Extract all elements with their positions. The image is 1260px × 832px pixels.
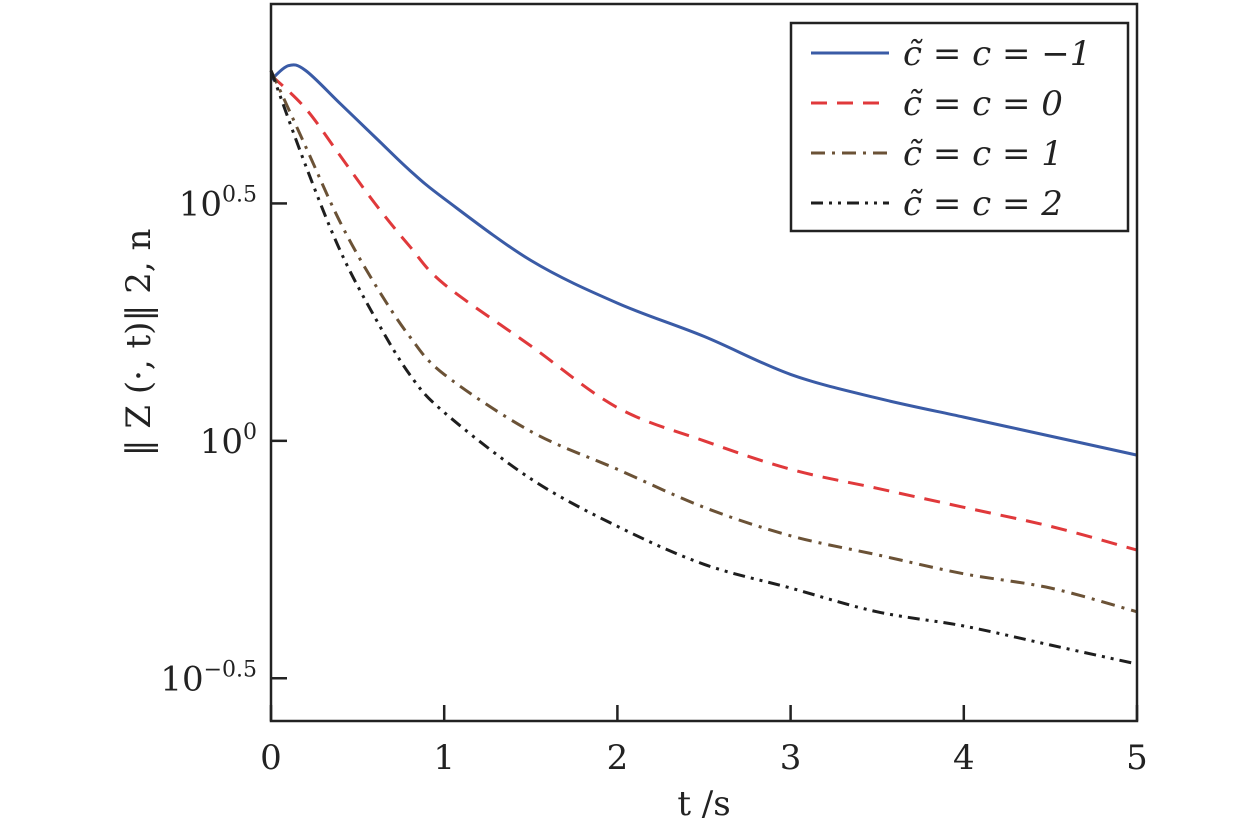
- series-line-1: [269, 63, 1138, 457]
- x-axis-ticks: 0 1 2 3 4 5: [260, 705, 1148, 778]
- y-tick-base: 10: [200, 422, 243, 462]
- y-tick-exponent: −0.5: [204, 657, 257, 682]
- x-tick-label: 4: [953, 738, 975, 778]
- y-tick-base: 10: [160, 659, 203, 699]
- legend-label: c̃ = c = −1: [903, 34, 1091, 74]
- y-axis-label: ‖ Z (·, t)‖ 2, n: [119, 229, 159, 457]
- plot-frame: [269, 2, 1139, 723]
- y-tick-exponent: 0: [243, 420, 257, 445]
- x-tick-label: 3: [780, 738, 802, 778]
- series-lines: [269, 63, 1138, 666]
- legend-label: c̃ = c = 2: [903, 184, 1063, 224]
- series-line-2: [269, 74, 1138, 552]
- x-axis-label: t /s: [677, 784, 730, 824]
- x-tick-label: 1: [433, 738, 455, 778]
- legend-label: c̃ = c = 1: [903, 134, 1063, 174]
- legend-box: [789, 21, 1130, 233]
- x-tick-label: 2: [607, 738, 629, 778]
- y-tick-exponent: 0.5: [222, 182, 257, 207]
- legend: c̃ = c = −1 c̃ = c = 0 c̃ = c = 1 c̃ = c = …: [789, 21, 1130, 233]
- x-tick-label: 5: [1126, 738, 1148, 778]
- x-tick-label: 0: [260, 738, 282, 778]
- y-tick-base: 10: [179, 184, 222, 224]
- series-line-3: [269, 69, 1138, 614]
- legend-label: c̃ = c = 0: [903, 84, 1063, 124]
- y-tick-label: 100: [200, 420, 257, 462]
- y-tick-label: 10−0.5: [160, 657, 257, 699]
- y-tick-label: 100.5: [179, 182, 257, 224]
